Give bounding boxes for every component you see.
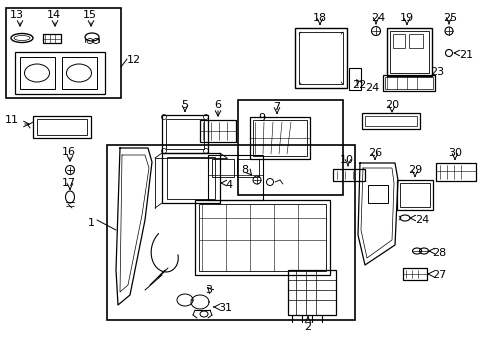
Text: 15: 15 [83,10,97,20]
Text: 14: 14 [47,10,61,20]
Bar [200,120,236,142]
Text: 21: 21 [458,50,472,60]
Text: 30: 30 [447,148,461,158]
Bar [162,153,220,203]
Bar [6,8,121,98]
Text: 16: 16 [62,147,76,157]
Bar [435,163,475,181]
Text: 12: 12 [127,55,141,65]
Text: 31: 31 [218,303,231,313]
Text: 1: 1 [88,218,95,228]
Bar [107,145,354,320]
Bar [386,28,431,76]
Text: 24: 24 [370,13,385,23]
Bar [364,116,416,126]
Text: 4: 4 [224,180,232,190]
Text: 22: 22 [351,80,366,90]
Text: 9: 9 [258,113,265,123]
Bar [396,180,432,210]
Text: 26: 26 [367,148,381,158]
Text: 28: 28 [431,248,446,258]
Text: 23: 23 [429,67,443,77]
Bar [294,28,346,88]
Bar [238,100,342,195]
Text: 24: 24 [414,215,428,225]
Text: 19: 19 [399,13,413,23]
Bar [195,200,329,275]
Text: 25: 25 [442,13,456,23]
Text: 24: 24 [364,83,379,93]
Bar [298,32,342,84]
Bar [384,77,432,89]
Text: 7: 7 [273,102,280,112]
Text: 27: 27 [431,270,446,280]
Text: 13: 13 [10,10,24,20]
Text: 2: 2 [304,322,311,332]
Bar [408,34,422,48]
Bar [332,169,364,181]
Bar [212,159,234,177]
Bar [399,183,429,207]
Bar [348,68,360,90]
Bar [249,117,309,159]
Text: 6: 6 [214,100,221,110]
Bar [162,115,207,153]
Bar [20,57,55,89]
Bar [207,155,263,200]
Bar [165,119,203,149]
Text: 11: 11 [5,115,19,125]
Bar [402,268,426,280]
Bar [367,185,387,203]
Bar [237,159,259,177]
Bar [361,113,419,129]
Text: 17: 17 [62,178,76,188]
Text: 29: 29 [407,165,421,175]
Bar [392,34,404,48]
Text: 20: 20 [384,100,398,110]
Text: 18: 18 [312,13,326,23]
Bar [287,270,335,315]
Bar [43,34,61,43]
Bar [167,157,215,199]
Text: 8: 8 [241,165,247,175]
Bar [199,204,325,271]
Bar [389,31,428,73]
Text: 5: 5 [181,100,188,110]
Bar [15,52,105,94]
Bar [62,57,97,89]
Bar [252,120,306,156]
Bar [33,116,91,138]
Bar [382,75,434,91]
Text: 3: 3 [204,285,212,295]
Text: 10: 10 [339,155,353,165]
Bar [37,119,87,135]
